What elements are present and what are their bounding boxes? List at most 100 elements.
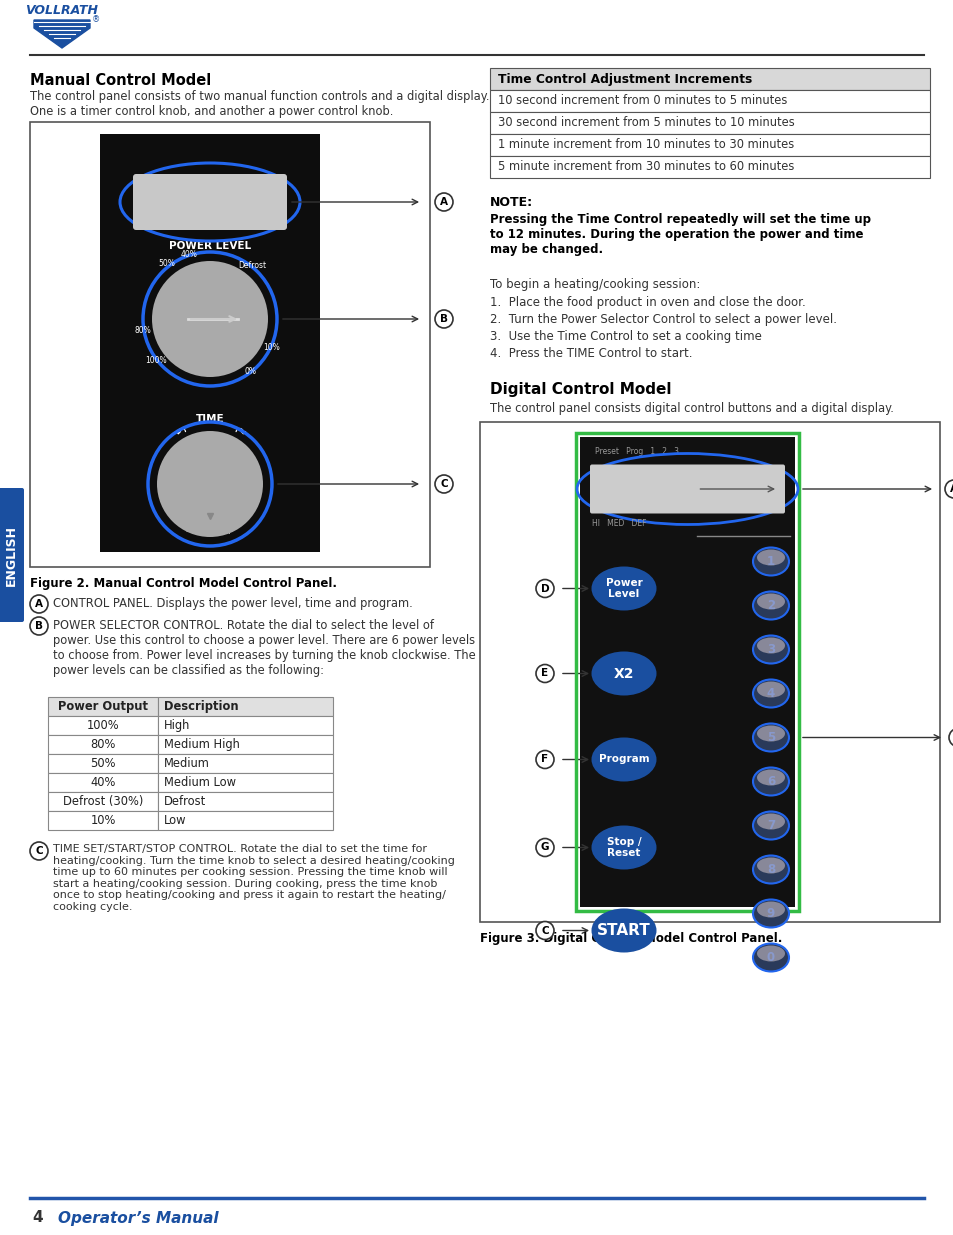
Text: TIME SET/START/STOP CONTROL. Rotate the dial to set the time for
heating/cooking: TIME SET/START/STOP CONTROL. Rotate the … — [53, 844, 455, 911]
Bar — [490, 90, 929, 112]
Text: 100%: 100% — [87, 719, 119, 732]
Circle shape — [30, 618, 48, 635]
Ellipse shape — [757, 946, 784, 962]
Text: 3: 3 — [766, 643, 774, 656]
Text: A: A — [35, 599, 43, 609]
Ellipse shape — [752, 811, 788, 840]
Text: Description: Description — [164, 700, 238, 713]
Text: 7: 7 — [766, 819, 774, 832]
Ellipse shape — [752, 547, 788, 576]
Text: CONTROL PANEL. Displays the power level, time and program.: CONTROL PANEL. Displays the power level,… — [53, 597, 413, 610]
Text: Time Control Adjustment Increments: Time Control Adjustment Increments — [497, 73, 752, 85]
FancyBboxPatch shape — [589, 464, 784, 514]
Text: 10%: 10% — [91, 814, 115, 827]
Bar — [490, 112, 929, 135]
Circle shape — [536, 839, 554, 857]
Ellipse shape — [757, 594, 784, 610]
Circle shape — [944, 480, 953, 498]
Bar — [490, 68, 929, 90]
Ellipse shape — [752, 592, 788, 620]
Ellipse shape — [752, 724, 788, 752]
Text: 40%: 40% — [91, 776, 115, 789]
Text: Medium: Medium — [164, 757, 210, 769]
Text: A: A — [949, 484, 953, 494]
Ellipse shape — [591, 909, 656, 952]
Text: 5: 5 — [766, 731, 774, 743]
Bar — [158, 716, 333, 735]
Text: Program: Program — [598, 755, 649, 764]
Text: ↶: ↶ — [174, 426, 186, 440]
Ellipse shape — [757, 637, 784, 653]
Text: Power
Level: Power Level — [605, 578, 641, 599]
Text: Manual Control Model: Manual Control Model — [30, 73, 211, 88]
Text: 80%: 80% — [134, 326, 152, 336]
Text: ®: ® — [91, 15, 100, 23]
Text: ↷: ↷ — [233, 426, 246, 440]
Bar — [158, 755, 333, 773]
Ellipse shape — [757, 814, 784, 830]
Text: 9: 9 — [766, 906, 774, 920]
Text: 10%: 10% — [263, 343, 280, 352]
Bar — [158, 773, 333, 792]
Ellipse shape — [757, 902, 784, 918]
Ellipse shape — [591, 737, 656, 782]
Ellipse shape — [752, 856, 788, 883]
Ellipse shape — [752, 679, 788, 708]
Circle shape — [536, 664, 554, 683]
Text: E: E — [541, 668, 548, 678]
Text: Digital Control Model: Digital Control Model — [490, 382, 671, 396]
Circle shape — [30, 595, 48, 613]
Text: Pressing the Time Control repeatedly will set the time up
to 12 minutes. During : Pressing the Time Control repeatedly wil… — [490, 212, 870, 256]
Text: ENGLISH: ENGLISH — [5, 525, 17, 585]
Text: B: B — [439, 314, 448, 324]
Bar — [48, 735, 158, 755]
Text: 40%: 40% — [180, 249, 197, 259]
Text: Stop /
Reset: Stop / Reset — [606, 836, 640, 858]
FancyBboxPatch shape — [132, 174, 287, 230]
Text: B: B — [35, 621, 43, 631]
Text: Figure 2. Manual Control Model Control Panel.: Figure 2. Manual Control Model Control P… — [30, 577, 336, 590]
Text: 80%: 80% — [91, 739, 115, 751]
Text: Medium High: Medium High — [164, 739, 239, 751]
Text: 30 second increment from 5 minutes to 10 minutes: 30 second increment from 5 minutes to 10… — [497, 116, 794, 130]
Text: 2.  Turn the Power Selector Control to select a power level.: 2. Turn the Power Selector Control to se… — [490, 312, 836, 326]
Text: Figure 3. Digital Control Model Control Panel.: Figure 3. Digital Control Model Control … — [479, 932, 781, 945]
Text: The control panel consists of two manual function controls and a digital display: The control panel consists of two manual… — [30, 90, 489, 119]
Ellipse shape — [752, 767, 788, 795]
Circle shape — [536, 579, 554, 598]
Bar — [158, 811, 333, 830]
Text: 0%: 0% — [244, 367, 256, 375]
Text: START: START — [597, 923, 650, 939]
Ellipse shape — [752, 899, 788, 927]
Text: Low: Low — [164, 814, 186, 827]
Text: HI   MED   DEF: HI MED DEF — [592, 520, 646, 529]
Text: Power Output: Power Output — [58, 700, 148, 713]
Bar — [158, 735, 333, 755]
Ellipse shape — [591, 825, 656, 869]
Circle shape — [948, 729, 953, 746]
Text: Preset   Prog   1   2   3: Preset Prog 1 2 3 — [595, 447, 679, 456]
Text: Defrost: Defrost — [237, 261, 266, 270]
Ellipse shape — [757, 682, 784, 698]
Bar — [490, 156, 929, 178]
Circle shape — [536, 751, 554, 768]
Bar — [48, 773, 158, 792]
Ellipse shape — [757, 769, 784, 785]
Text: C: C — [540, 925, 548, 935]
Text: Start | Stop: Start | Stop — [186, 526, 233, 535]
Bar — [30, 122, 430, 567]
Text: 1 minute increment from 10 minutes to 30 minutes: 1 minute increment from 10 minutes to 30… — [497, 138, 794, 152]
Bar — [576, 433, 799, 911]
Ellipse shape — [757, 725, 784, 741]
Circle shape — [152, 261, 268, 377]
Bar — [48, 697, 158, 716]
Bar — [48, 792, 158, 811]
Text: To begin a heating/cooking session:: To begin a heating/cooking session: — [490, 278, 700, 291]
Bar — [490, 135, 929, 156]
Text: High: High — [164, 719, 191, 732]
Text: 2: 2 — [766, 599, 774, 613]
Bar — [479, 422, 939, 923]
Text: 3.  Use the Time Control to set a cooking time: 3. Use the Time Control to set a cooking… — [490, 330, 761, 343]
Bar — [158, 697, 333, 716]
Text: TIME: TIME — [195, 414, 224, 424]
